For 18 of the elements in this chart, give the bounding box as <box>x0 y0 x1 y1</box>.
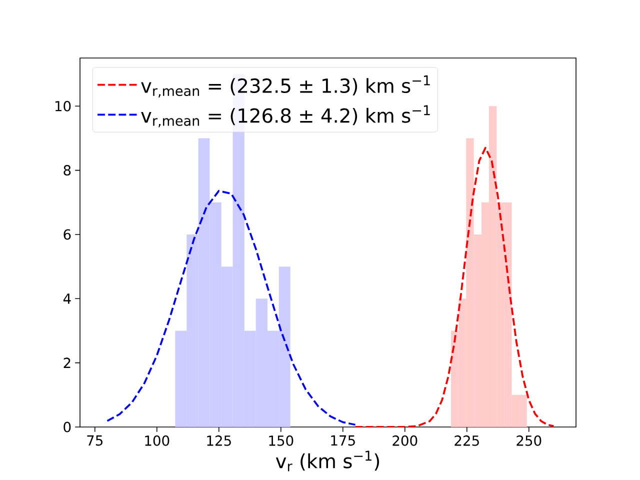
x-tick-label: 100 <box>145 435 170 446</box>
x-tick-label: 250 <box>516 435 542 446</box>
x-axis-title: v$_{r}$ (km s$^{−1}$) <box>276 450 380 472</box>
y-tick-label: 8 <box>64 165 71 176</box>
legend-label: v$_{r,mean}$ = (126.8 ± 4.2) km s$^{−1}$ <box>141 105 430 128</box>
line-series <box>106 190 356 426</box>
x-tick-label: 200 <box>392 435 418 446</box>
y-tick-label: 0 <box>64 422 71 432</box>
y-tick-label: 4 <box>63 294 71 304</box>
x-tick-label: 75 <box>87 435 102 446</box>
y-tick-label: 2 <box>64 358 70 368</box>
y-tick-label: 10 <box>55 100 71 112</box>
x-tick-label: 225 <box>454 435 479 446</box>
x-tick-label: 150 <box>269 435 294 446</box>
x-tick-label: 175 <box>331 435 355 446</box>
x-tick-label: 125 <box>207 435 231 446</box>
legend-label: v$_{r,mean}$ = (232.5 ± 1.3) km s$^{−1}$ <box>141 75 430 98</box>
y-tick-label: 6 <box>64 229 71 240</box>
